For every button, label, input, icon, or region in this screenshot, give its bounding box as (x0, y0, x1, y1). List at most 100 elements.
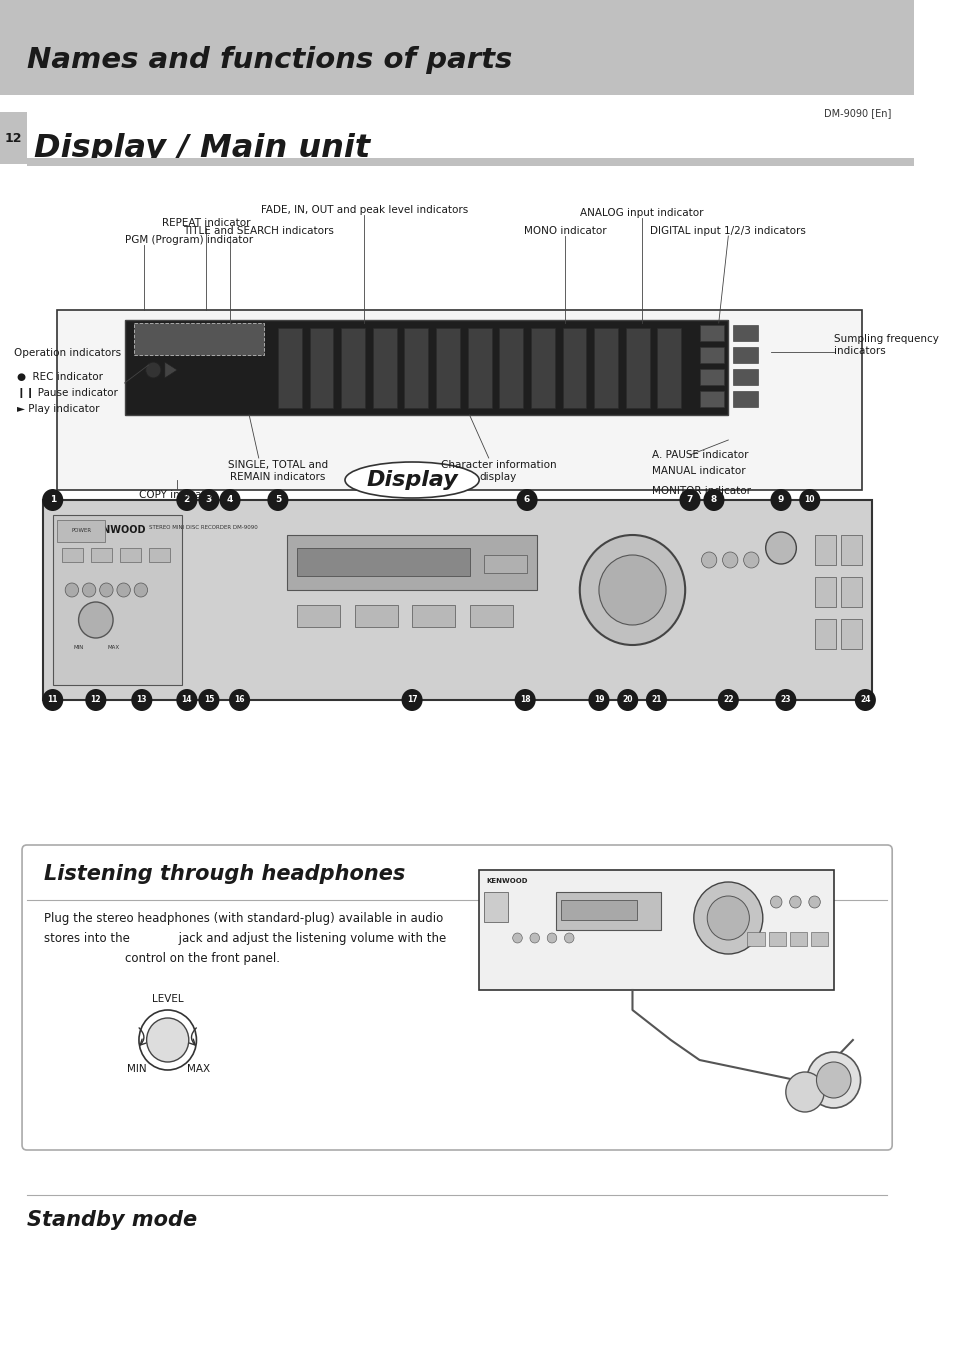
Circle shape (775, 689, 796, 711)
Text: 4: 4 (227, 496, 233, 504)
Text: 5: 5 (274, 496, 281, 504)
Text: 16: 16 (234, 696, 245, 704)
Bar (732, 347, 758, 363)
Circle shape (854, 689, 875, 711)
Text: 9: 9 (777, 496, 783, 504)
Bar (57, 309, 862, 490)
Text: 18: 18 (519, 696, 530, 704)
Bar (732, 390, 758, 407)
Bar (91, 549, 112, 562)
Text: MAX: MAX (187, 1065, 210, 1074)
Text: COPY indicator: COPY indicator (138, 490, 215, 500)
FancyBboxPatch shape (22, 844, 891, 1150)
Circle shape (799, 489, 820, 511)
Text: MONO indicator: MONO indicator (523, 226, 606, 236)
Bar (0, 0, 913, 95)
Text: 6: 6 (523, 496, 530, 504)
Circle shape (99, 584, 113, 597)
Text: 19: 19 (593, 696, 603, 704)
Circle shape (579, 535, 684, 644)
Circle shape (401, 689, 422, 711)
Circle shape (176, 689, 197, 711)
Circle shape (816, 1062, 850, 1098)
Text: PGM (Program) indicator: PGM (Program) indicator (125, 235, 253, 245)
Bar (625, 328, 649, 408)
Text: 2: 2 (184, 496, 190, 504)
Circle shape (808, 896, 820, 908)
Circle shape (176, 489, 197, 511)
Text: STEREO MINI DISC RECORDER DM-9090: STEREO MINI DISC RECORDER DM-9090 (149, 526, 257, 530)
Circle shape (198, 489, 219, 511)
Circle shape (146, 362, 161, 378)
Bar (436, 328, 459, 408)
Bar (594, 328, 618, 408)
Circle shape (721, 553, 737, 567)
Bar (699, 369, 723, 385)
Text: REPEAT indicator: REPEAT indicator (162, 218, 250, 228)
Circle shape (42, 489, 63, 511)
Text: 3: 3 (206, 496, 212, 504)
Bar (341, 328, 365, 408)
Circle shape (42, 689, 63, 711)
Text: Operation indicators: Operation indicators (14, 349, 121, 358)
Text: Display / Main unit: Display / Main unit (33, 132, 369, 163)
Bar (732, 326, 758, 340)
Text: TITLE and SEARCH indicators: TITLE and SEARCH indicators (183, 226, 334, 236)
Bar (149, 549, 170, 562)
Bar (0, 112, 27, 163)
Bar (287, 535, 537, 590)
Circle shape (588, 689, 609, 711)
Text: MANUAL indicator: MANUAL indicator (651, 466, 744, 476)
Bar (560, 900, 637, 920)
Bar (478, 870, 833, 990)
Circle shape (693, 882, 762, 954)
Circle shape (65, 584, 78, 597)
Text: control on the front panel.: control on the front panel. (80, 952, 280, 965)
Circle shape (512, 934, 521, 943)
Text: Character information
display: Character information display (440, 459, 556, 481)
Text: ●  REC indicator: ● REC indicator (17, 372, 103, 382)
Bar (562, 328, 586, 408)
Text: MIN: MIN (127, 1065, 147, 1074)
Circle shape (564, 934, 574, 943)
Text: Display: Display (366, 470, 457, 490)
Bar (134, 323, 263, 355)
Bar (120, 549, 141, 562)
Bar (373, 328, 396, 408)
Bar (467, 328, 491, 408)
Bar (277, 328, 301, 408)
Bar (469, 605, 512, 627)
Bar (309, 328, 334, 408)
Text: Listening through headphones: Listening through headphones (44, 865, 405, 884)
Circle shape (700, 553, 716, 567)
Bar (404, 328, 428, 408)
Bar (483, 555, 526, 573)
Bar (531, 328, 555, 408)
Text: 12: 12 (5, 131, 22, 145)
Bar (125, 320, 727, 415)
Circle shape (598, 555, 665, 626)
Text: ► Play indicator: ► Play indicator (17, 404, 100, 413)
Circle shape (770, 896, 781, 908)
Bar (556, 892, 660, 929)
Bar (699, 390, 723, 407)
Text: 11: 11 (48, 696, 58, 704)
Bar (483, 892, 507, 921)
Text: 22: 22 (722, 696, 733, 704)
Text: 15: 15 (204, 696, 213, 704)
Bar (814, 535, 835, 565)
Text: LEVEL: LEVEL (152, 994, 183, 1004)
Text: 21: 21 (651, 696, 661, 704)
Text: MIN: MIN (73, 644, 84, 650)
Circle shape (743, 553, 759, 567)
Circle shape (229, 689, 250, 711)
Circle shape (219, 489, 240, 511)
Bar (412, 605, 455, 627)
Circle shape (770, 489, 791, 511)
Text: 10: 10 (803, 496, 814, 504)
Circle shape (806, 1052, 860, 1108)
Text: DM-9090 [En]: DM-9090 [En] (823, 108, 890, 118)
Bar (699, 326, 723, 340)
Text: MONITOR indicator: MONITOR indicator (651, 486, 750, 496)
Bar (841, 619, 862, 648)
